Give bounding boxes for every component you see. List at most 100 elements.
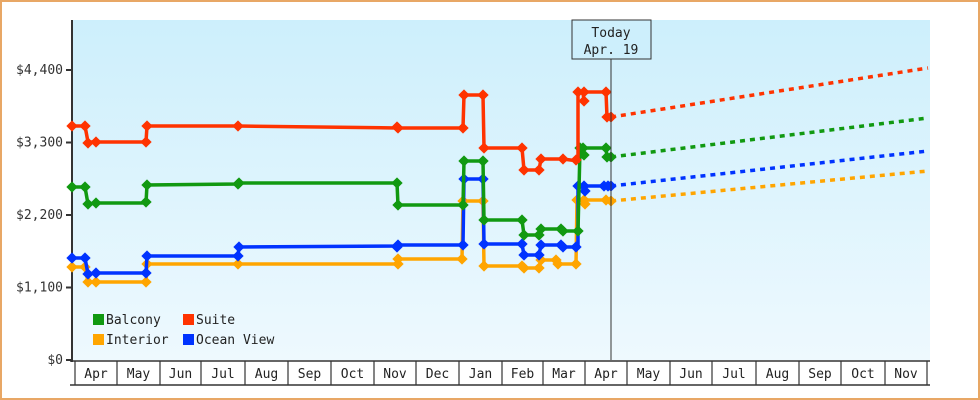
data-point[interactable]	[456, 253, 468, 265]
data-point[interactable]	[557, 153, 569, 165]
month-label: Feb	[511, 367, 535, 382]
data-point[interactable]	[478, 260, 490, 272]
data-point[interactable]	[478, 142, 490, 154]
data-point[interactable]	[533, 164, 545, 176]
data-point[interactable]	[516, 238, 528, 250]
month-label: May	[127, 367, 151, 382]
data-point[interactable]	[141, 250, 153, 262]
month-label: Mar	[552, 367, 576, 382]
data-point[interactable]	[232, 258, 244, 270]
data-point[interactable]	[557, 241, 569, 253]
legend-label: Ocean View	[196, 333, 274, 348]
month-label: Nov	[383, 367, 407, 382]
data-point[interactable]	[478, 214, 490, 226]
data-point[interactable]	[140, 276, 152, 288]
data-point[interactable]	[570, 258, 582, 270]
data-point[interactable]	[140, 196, 152, 208]
data-point[interactable]	[140, 267, 152, 279]
month-label: Apr	[84, 367, 108, 382]
month-label: Nov	[894, 367, 918, 382]
data-point[interactable]	[392, 253, 404, 265]
legend-item-balcony[interactable]: Balcony	[93, 313, 161, 328]
month-label: Sep	[808, 367, 832, 382]
month-label: Oct	[341, 367, 364, 382]
data-point[interactable]	[477, 155, 489, 167]
data-point[interactable]	[557, 225, 569, 237]
data-point[interactable]	[141, 179, 153, 191]
month-label: Jun	[169, 367, 192, 382]
data-point[interactable]	[233, 241, 245, 253]
legend-label: Suite	[196, 313, 235, 328]
data-point[interactable]	[533, 262, 545, 274]
data-point[interactable]	[392, 199, 404, 211]
data-point[interactable]	[552, 258, 564, 270]
data-point[interactable]	[572, 225, 584, 237]
data-point[interactable]	[140, 136, 152, 148]
month-label: Jul	[211, 367, 234, 382]
data-point[interactable]	[516, 214, 528, 226]
data-point[interactable]	[518, 262, 530, 274]
month-label: Dec	[426, 367, 449, 382]
month-label: Jun	[679, 367, 702, 382]
y-tick-label: $3,300	[16, 136, 63, 151]
data-point[interactable]	[518, 229, 530, 241]
data-point[interactable]	[535, 223, 547, 235]
data-point[interactable]	[391, 177, 403, 189]
month-label: May	[637, 367, 661, 382]
legend-item-suite[interactable]: Suite	[183, 313, 235, 328]
month-label: Jul	[722, 367, 745, 382]
data-point[interactable]	[518, 249, 530, 261]
x-axis: Apr May Jun Jul Aug Sep Oct Nov Dec Jan Feb Mar Apr M…	[70, 360, 930, 386]
data-point[interactable]	[233, 177, 245, 189]
series-balcony	[66, 116, 929, 241]
data-point[interactable]	[533, 249, 545, 261]
legend-label: Interior	[106, 333, 169, 348]
series-suite	[66, 66, 929, 176]
data-point[interactable]	[516, 142, 528, 154]
y-tick-label: $1,100	[16, 281, 63, 296]
plot-area	[72, 20, 930, 360]
data-point[interactable]	[457, 239, 469, 251]
month-label: Aug	[766, 367, 789, 382]
today-marker: Today Apr. 19	[571, 19, 652, 360]
data-point[interactable]	[577, 142, 589, 154]
month-label: Oct	[851, 367, 874, 382]
data-point[interactable]	[579, 198, 591, 210]
y-axis: $0 $1,100 $2,200 $3,300 $4,400	[16, 20, 73, 368]
data-point[interactable]	[535, 153, 547, 165]
data-point[interactable]	[518, 164, 530, 176]
month-label: Jan	[469, 367, 492, 382]
legend-swatch	[93, 334, 104, 345]
data-point[interactable]	[478, 238, 490, 250]
today-label: Today	[591, 26, 630, 41]
data-point[interactable]	[392, 239, 404, 251]
data-point[interactable]	[535, 239, 547, 251]
month-label: Aug	[255, 367, 278, 382]
series-ocean-view	[66, 149, 929, 280]
y-tick-label: $0	[47, 353, 63, 368]
legend-swatch	[183, 334, 194, 345]
data-point[interactable]	[578, 149, 590, 161]
forecast-line	[610, 149, 929, 188]
forecast-line	[610, 116, 929, 159]
legend-swatch	[183, 314, 194, 325]
data-point[interactable]	[570, 154, 582, 166]
data-point[interactable]	[458, 155, 470, 167]
legend-label: Balcony	[106, 313, 161, 328]
legend: Balcony Suite Interior Ocean View	[93, 313, 274, 348]
data-point[interactable]	[457, 199, 469, 211]
data-point[interactable]	[600, 142, 612, 154]
y-tick-label: $4,400	[16, 63, 63, 78]
data-point[interactable]	[579, 185, 591, 197]
legend-swatch	[93, 314, 104, 325]
data-point[interactable]	[570, 241, 582, 253]
forecast-line	[610, 66, 929, 119]
legend-item-ocean-view[interactable]: Ocean View	[183, 333, 274, 348]
series-lines	[66, 66, 929, 288]
today-date: Apr. 19	[584, 43, 639, 58]
data-point[interactable]	[232, 250, 244, 262]
forecast-line	[610, 169, 929, 203]
month-label: Sep	[298, 367, 322, 382]
legend-item-interior[interactable]: Interior	[93, 333, 169, 348]
